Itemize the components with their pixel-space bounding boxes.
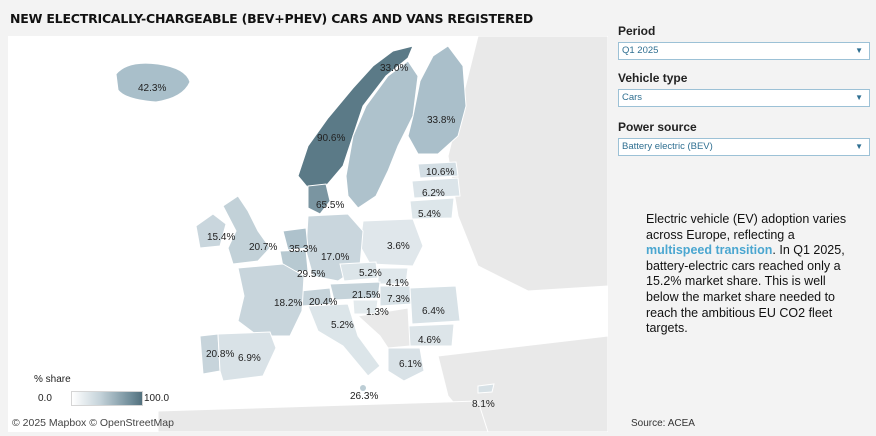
label-norway: 90.6% — [317, 133, 346, 144]
country-austria — [329, 281, 381, 301]
label-iceland: 42.3% — [138, 83, 167, 94]
note-highlight: multispeed transition — [646, 243, 773, 258]
label-france: 18.2% — [274, 298, 303, 309]
label-ireland: 15.4% — [207, 232, 236, 243]
country-spain — [217, 331, 277, 382]
power-source-value: Battery electric (BEV) — [622, 141, 713, 152]
label-switzerland: 20.4% — [309, 297, 338, 308]
country-cyprus — [477, 383, 495, 394]
label-hungary: 7.3% — [387, 294, 410, 305]
legend-title: % share — [34, 374, 71, 385]
country-finland — [407, 45, 467, 155]
label-latvia: 6.2% — [422, 188, 445, 199]
country-ireland — [195, 213, 227, 249]
chart-title: NEW ELECTRICALLY-CHARGEABLE (BEV+PHEV) C… — [10, 11, 534, 26]
power-source-select[interactable]: Battery electric (BEV) ▼ — [618, 138, 870, 156]
country-france — [237, 263, 305, 337]
map-shapes — [115, 36, 608, 432]
country-greece — [387, 347, 425, 382]
label-uk: 20.7% — [249, 242, 278, 253]
country-malta — [360, 385, 366, 391]
source-text: Source: ACEA — [631, 418, 695, 429]
label-finland: 33.8% — [427, 115, 456, 126]
power-source-label: Power source — [618, 120, 697, 134]
period-value: Q1 2025 — [622, 45, 659, 56]
vehicle-type-control: Vehicle type Cars ▼ — [618, 71, 872, 107]
label-czechia: 5.2% — [359, 268, 382, 279]
legend-gradient — [71, 391, 143, 406]
country-slovakia — [377, 267, 409, 285]
label-austria: 21.5% — [352, 290, 381, 301]
label-italy: 5.2% — [331, 320, 354, 331]
map-attribution[interactable]: © 2025 Mapbox © OpenStreetMap — [12, 417, 174, 429]
country-italy — [307, 303, 381, 377]
vehicle-type-label: Vehicle type — [618, 71, 688, 85]
label-germany: 17.0% — [321, 252, 350, 263]
legend-min: 0.0 — [38, 393, 52, 404]
country-lithuania — [409, 197, 455, 220]
label-bulgaria: 4.6% — [418, 335, 441, 346]
europe-map[interactable]: 42.3% 33.0% 33.8% 90.6% 10.6% 6.2% 5.4% 65.5% 15… — [8, 36, 608, 432]
period-select[interactable]: Q1 2025 ▼ — [618, 42, 870, 60]
label-belgium: 29.5% — [297, 269, 326, 280]
land-balkans — [356, 307, 411, 349]
note-before: Electric vehicle (EV) adoption varies ac… — [646, 212, 847, 242]
label-romania: 6.4% — [422, 306, 445, 317]
country-uk — [222, 195, 271, 265]
label-slovakia: 4.1% — [386, 278, 409, 289]
country-norway — [297, 45, 414, 189]
power-source-control: Power source Battery electric (BEV) ▼ — [618, 120, 872, 156]
label-netherlands: 35.3% — [289, 244, 318, 255]
chevron-down-icon: ▼ — [855, 142, 863, 151]
land-russia — [447, 36, 608, 292]
label-sweden-north: 33.0% — [380, 63, 409, 74]
chevron-down-icon: ▼ — [855, 93, 863, 102]
country-denmark — [307, 183, 331, 215]
chevron-down-icon: ▼ — [855, 46, 863, 55]
period-label: Period — [618, 24, 656, 38]
description-text: Electric vehicle (EV) adoption varies ac… — [646, 212, 851, 337]
label-portugal: 20.8% — [206, 349, 235, 360]
legend-max: 100.0 — [144, 393, 170, 404]
label-denmark: 65.5% — [316, 200, 345, 211]
label-lithuania: 5.4% — [418, 209, 441, 220]
country-iceland — [115, 62, 191, 103]
land-africa — [157, 400, 489, 432]
period-control: Period Q1 2025 ▼ — [618, 24, 872, 60]
country-latvia — [411, 177, 461, 199]
label-cyprus: 8.1% — [472, 399, 495, 410]
vehicle-type-value: Cars — [622, 92, 643, 103]
label-poland: 3.6% — [387, 241, 410, 252]
label-malta: 26.3% — [350, 391, 379, 402]
country-sweden — [345, 60, 419, 209]
vehicle-type-select[interactable]: Cars ▼ — [618, 89, 870, 107]
label-greece: 6.1% — [399, 359, 422, 370]
country-netherlands — [282, 227, 309, 251]
country-romania — [409, 285, 461, 325]
country-estonia — [417, 161, 459, 179]
label-slovenia: 1.3% — [366, 307, 389, 318]
label-estonia: 10.6% — [426, 167, 455, 178]
label-spain: 6.9% — [238, 353, 261, 364]
note-after: . In Q1 2025, battery-electric cars reac… — [646, 243, 845, 336]
